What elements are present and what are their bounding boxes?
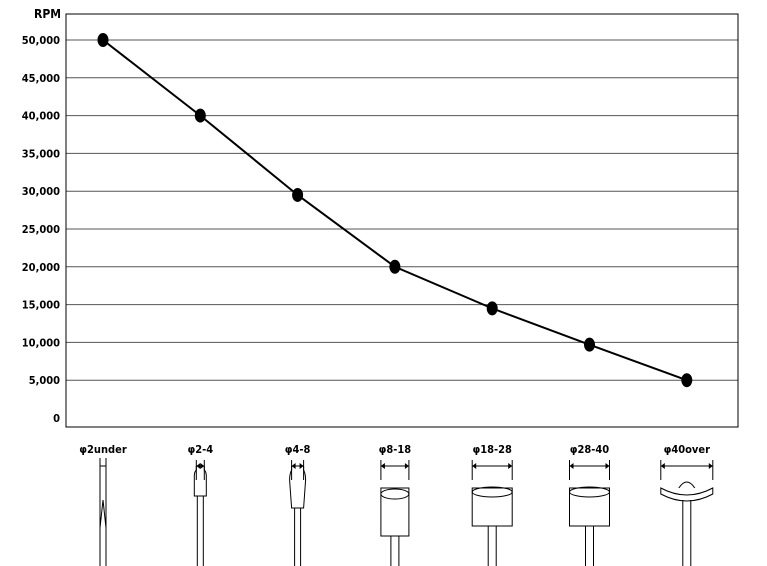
category-labels: φ2under φ2-4 φ4-8 φ8-18 φ18-28 φ28-40 φ40over bbox=[79, 443, 710, 456]
data-point bbox=[389, 259, 401, 274]
y-tick-label: 25,000 bbox=[22, 223, 60, 236]
y-tick-label: 15,000 bbox=[22, 299, 60, 312]
y-tick-label: 5,000 bbox=[29, 374, 60, 387]
y-tick-label: 40,000 bbox=[22, 110, 60, 123]
data-point bbox=[194, 108, 206, 123]
category-label: φ2-4 bbox=[187, 443, 213, 456]
y-tick-label: 35,000 bbox=[22, 147, 60, 160]
small-point-icon bbox=[193, 460, 207, 566]
y-tick-label: 10,000 bbox=[22, 336, 60, 349]
category-label: φ18-28 bbox=[472, 443, 512, 456]
wide-cylinder-icon bbox=[569, 460, 610, 566]
plot-frame bbox=[65, 13, 739, 428]
disc-wheel-icon bbox=[660, 460, 714, 566]
tool-icons bbox=[99, 458, 714, 566]
y-axis-label: RPM bbox=[34, 7, 61, 21]
y-tick-label: 50,000 bbox=[22, 34, 60, 47]
gridlines bbox=[66, 39, 738, 381]
data-point bbox=[681, 373, 693, 388]
y-tick-label: 30,000 bbox=[22, 185, 60, 198]
category-label: φ4-8 bbox=[285, 443, 311, 456]
y-tick-labels: 0 5,000 10,000 15,000 20,000 25,000 30,000 35,0… bbox=[22, 34, 60, 425]
data-point bbox=[292, 187, 304, 202]
category-label: φ8-18 bbox=[379, 443, 412, 456]
data-point bbox=[486, 301, 498, 316]
cylinder-icon bbox=[380, 460, 410, 566]
category-label: φ2under bbox=[79, 443, 127, 456]
wide-cylinder-icon bbox=[471, 460, 513, 566]
thin-pin-icon bbox=[99, 458, 107, 566]
data-markers bbox=[97, 33, 693, 388]
category-label: φ28-40 bbox=[570, 443, 610, 456]
category-label: φ40over bbox=[664, 443, 710, 456]
series-line bbox=[102, 39, 688, 382]
y-tick-label: 20,000 bbox=[22, 261, 60, 274]
data-point bbox=[97, 33, 109, 47]
tapered-point-icon bbox=[289, 460, 307, 566]
y-tick-label: 45,000 bbox=[22, 72, 60, 85]
y-tick-label: 0 bbox=[53, 412, 60, 425]
data-point bbox=[584, 337, 595, 352]
